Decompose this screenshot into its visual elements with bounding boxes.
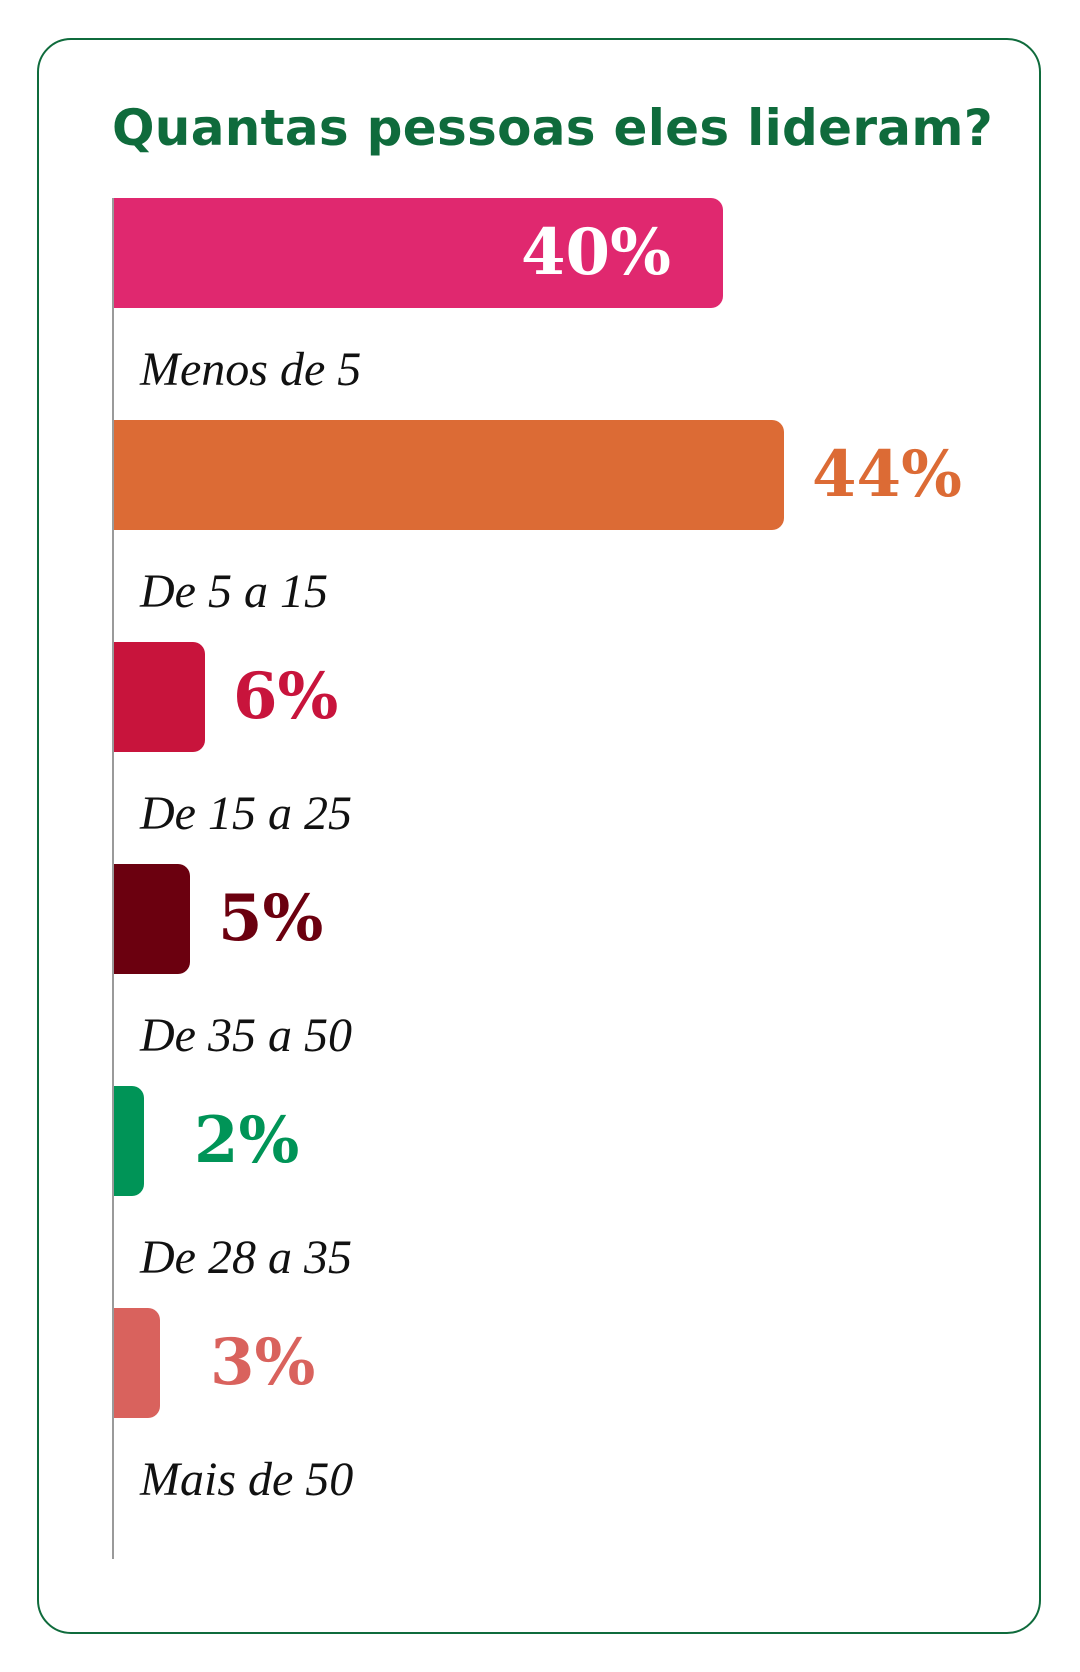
category-label: De 5 a 15 xyxy=(140,565,328,618)
bar xyxy=(114,642,205,752)
category-label: Mais de 50 xyxy=(140,1453,354,1506)
y-axis-line xyxy=(112,198,114,1559)
bar xyxy=(114,1308,160,1418)
data-label: 2% xyxy=(194,1103,300,1178)
category-label: De 15 a 25 xyxy=(140,787,352,840)
bar xyxy=(114,864,190,974)
data-label: 3% xyxy=(210,1325,316,1400)
category-label: De 28 a 35 xyxy=(140,1231,352,1284)
data-label: 5% xyxy=(218,881,324,956)
data-label: 44% xyxy=(812,437,962,512)
bar xyxy=(114,420,784,530)
category-label: De 35 a 50 xyxy=(140,1009,352,1062)
bar xyxy=(114,1086,144,1196)
category-label: Menos de 5 xyxy=(140,343,362,396)
bar xyxy=(114,198,723,308)
data-label: 6% xyxy=(233,659,339,734)
data-label: 40% xyxy=(521,215,671,290)
chart-title: Quantas pessoas eles lideram? xyxy=(112,99,994,157)
